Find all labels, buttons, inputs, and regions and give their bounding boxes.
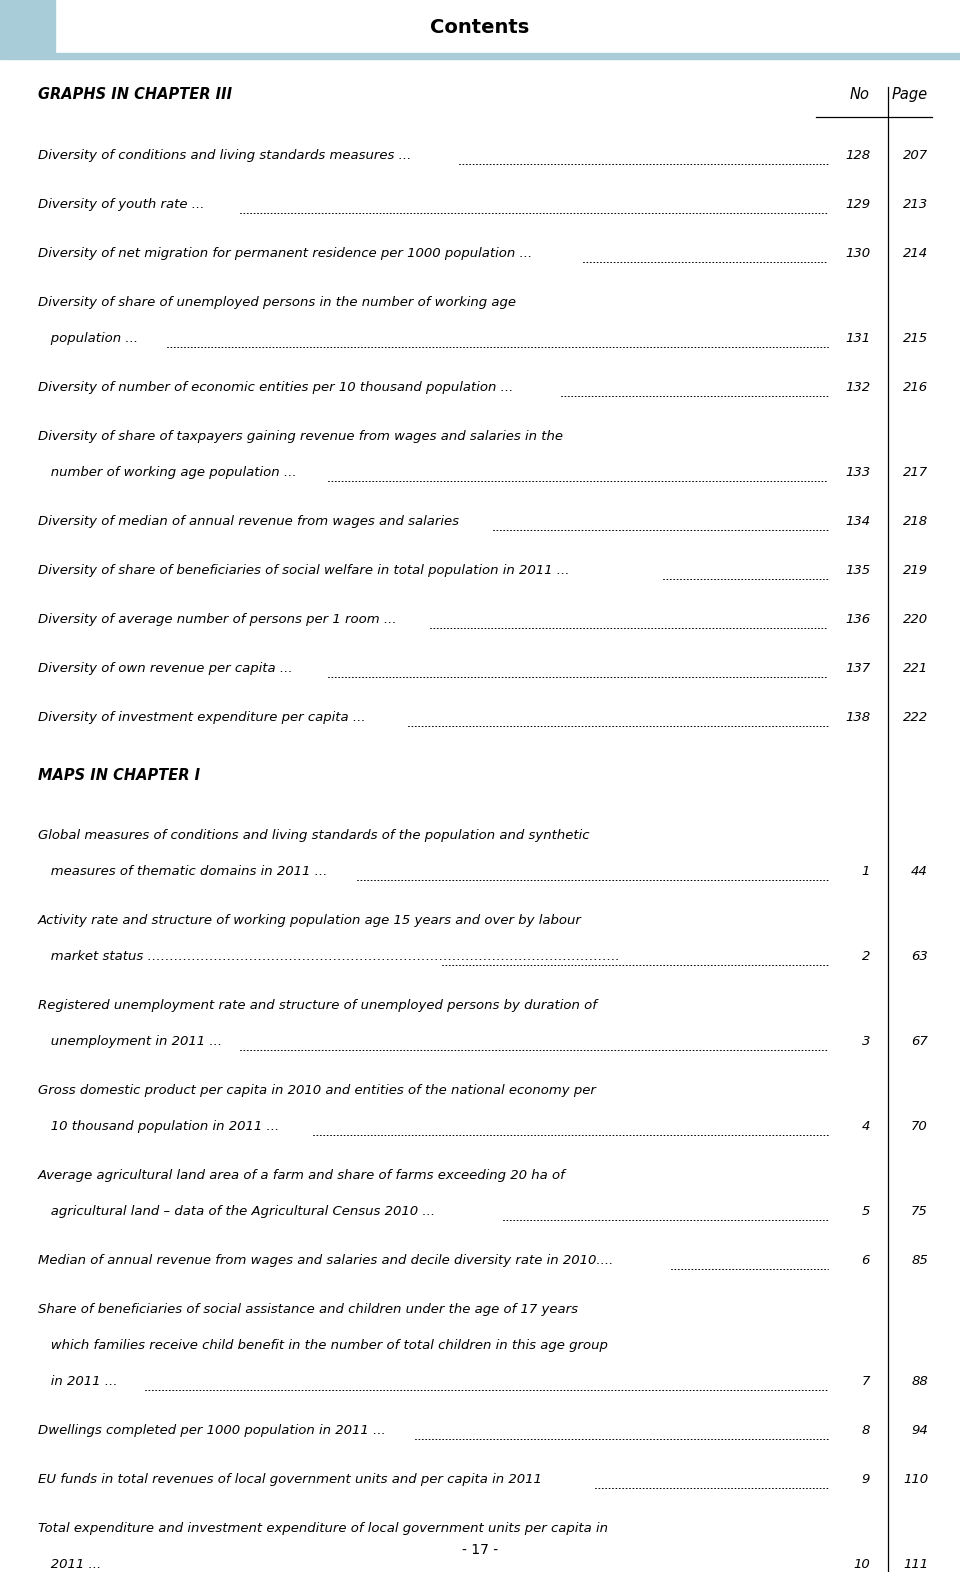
Text: market status ……………………………………………………………………………………………..: market status ……………………………………………………………………… — [38, 949, 620, 964]
Text: Diversity of average number of persons per 1 room ...: Diversity of average number of persons p… — [38, 613, 396, 626]
Text: 214: 214 — [902, 247, 928, 259]
Text: 111: 111 — [902, 1558, 928, 1570]
Text: 217: 217 — [902, 465, 928, 479]
Text: 136: 136 — [845, 613, 870, 626]
Text: 220: 220 — [902, 613, 928, 626]
Text: 130: 130 — [845, 247, 870, 259]
Text: 88: 88 — [911, 1376, 928, 1388]
Text: 135: 135 — [845, 564, 870, 577]
Text: 1: 1 — [862, 865, 870, 879]
Bar — [0, 53, 960, 60]
Text: 4: 4 — [862, 1119, 870, 1133]
Text: EU funds in total revenues of local government units and per capita in 2011: EU funds in total revenues of local gove… — [38, 1473, 541, 1486]
Text: 213: 213 — [902, 198, 928, 211]
Text: 222: 222 — [902, 711, 928, 725]
Text: 63: 63 — [911, 949, 928, 964]
Text: Registered unemployment rate and structure of unemployed persons by duration of: Registered unemployment rate and structu… — [38, 998, 597, 1012]
Text: 216: 216 — [902, 380, 928, 395]
Text: unemployment in 2011 ...: unemployment in 2011 ... — [38, 1034, 222, 1049]
Text: Diversity of share of taxpayers gaining revenue from wages and salaries in the: Diversity of share of taxpayers gaining … — [38, 431, 563, 443]
Text: Global measures of conditions and living standards of the population and synthet: Global measures of conditions and living… — [38, 828, 589, 843]
Text: Contents: Contents — [430, 17, 530, 38]
Text: GRAPHS IN CHAPTER III: GRAPHS IN CHAPTER III — [38, 86, 232, 102]
Text: Diversity of number of economic entities per 10 thousand population ...: Diversity of number of economic entities… — [38, 380, 514, 395]
Text: 70: 70 — [911, 1119, 928, 1133]
Text: which families receive child benefit in the number of total children in this age: which families receive child benefit in … — [38, 1339, 608, 1352]
Text: 218: 218 — [902, 516, 928, 528]
Text: 138: 138 — [845, 711, 870, 725]
Text: 6: 6 — [862, 1254, 870, 1267]
Text: Diversity of share of unemployed persons in the number of working age: Diversity of share of unemployed persons… — [38, 296, 516, 310]
Text: Page: Page — [892, 86, 928, 102]
Text: Diversity of youth rate ...: Diversity of youth rate ... — [38, 198, 204, 211]
Text: 134: 134 — [845, 516, 870, 528]
Text: 129: 129 — [845, 198, 870, 211]
Text: number of working age population ...: number of working age population ... — [38, 465, 297, 479]
Text: Gross domestic product per capita in 2010 and entities of the national economy p: Gross domestic product per capita in 201… — [38, 1085, 596, 1097]
Text: 9: 9 — [862, 1473, 870, 1486]
Text: 85: 85 — [911, 1254, 928, 1267]
Text: measures of thematic domains in 2011 ...: measures of thematic domains in 2011 ... — [38, 865, 327, 879]
Text: agricultural land – data of the Agricultural Census 2010 ...: agricultural land – data of the Agricult… — [38, 1206, 435, 1218]
Text: 67: 67 — [911, 1034, 928, 1049]
Text: Diversity of investment expenditure per capita ...: Diversity of investment expenditure per … — [38, 711, 366, 725]
Text: in 2011 ...: in 2011 ... — [38, 1376, 117, 1388]
Text: 7: 7 — [862, 1376, 870, 1388]
Text: Median of annual revenue from wages and salaries and decile diversity rate in 20: Median of annual revenue from wages and … — [38, 1254, 613, 1267]
Text: 215: 215 — [902, 332, 928, 344]
Text: 207: 207 — [902, 149, 928, 162]
Text: Share of beneficiaries of social assistance and children under the age of 17 yea: Share of beneficiaries of social assista… — [38, 1303, 578, 1316]
Text: 94: 94 — [911, 1424, 928, 1437]
Text: population ...: population ... — [38, 332, 138, 344]
Text: Diversity of median of annual revenue from wages and salaries: Diversity of median of annual revenue fr… — [38, 516, 459, 528]
Text: Total expenditure and investment expenditure of local government units per capit: Total expenditure and investment expendi… — [38, 1522, 608, 1534]
Text: Activity rate and structure of working population age 15 years and over by labou: Activity rate and structure of working p… — [38, 913, 582, 927]
Text: Diversity of net migration for permanent residence per 1000 population ...: Diversity of net migration for permanent… — [38, 247, 532, 259]
Text: No: No — [850, 86, 870, 102]
Text: 2: 2 — [862, 949, 870, 964]
Bar — [0, 0, 55, 55]
Text: 110: 110 — [902, 1473, 928, 1486]
Text: Diversity of share of beneficiaries of social welfare in total population in 201: Diversity of share of beneficiaries of s… — [38, 564, 569, 577]
Text: 128: 128 — [845, 149, 870, 162]
Text: 3: 3 — [862, 1034, 870, 1049]
Text: MAPS IN CHAPTER I: MAPS IN CHAPTER I — [38, 769, 200, 783]
Text: Diversity of conditions and living standards measures ...: Diversity of conditions and living stand… — [38, 149, 412, 162]
Text: Dwellings completed per 1000 population in 2011 ...: Dwellings completed per 1000 population … — [38, 1424, 386, 1437]
Text: 10 thousand population in 2011 ...: 10 thousand population in 2011 ... — [38, 1119, 279, 1133]
Text: 5: 5 — [862, 1206, 870, 1218]
Text: 2011 ...: 2011 ... — [38, 1558, 101, 1570]
Text: Average agricultural land area of a farm and share of farms exceeding 20 ha of: Average agricultural land area of a farm… — [38, 1170, 565, 1182]
Text: 8: 8 — [862, 1424, 870, 1437]
Text: 219: 219 — [902, 564, 928, 577]
Text: Diversity of own revenue per capita ...: Diversity of own revenue per capita ... — [38, 662, 293, 674]
Text: 137: 137 — [845, 662, 870, 674]
Text: 75: 75 — [911, 1206, 928, 1218]
Text: 221: 221 — [902, 662, 928, 674]
Text: 10: 10 — [853, 1558, 870, 1570]
Text: - 17 -: - 17 - — [462, 1544, 498, 1556]
Text: 44: 44 — [911, 865, 928, 879]
Text: 131: 131 — [845, 332, 870, 344]
Text: 132: 132 — [845, 380, 870, 395]
Text: 133: 133 — [845, 465, 870, 479]
